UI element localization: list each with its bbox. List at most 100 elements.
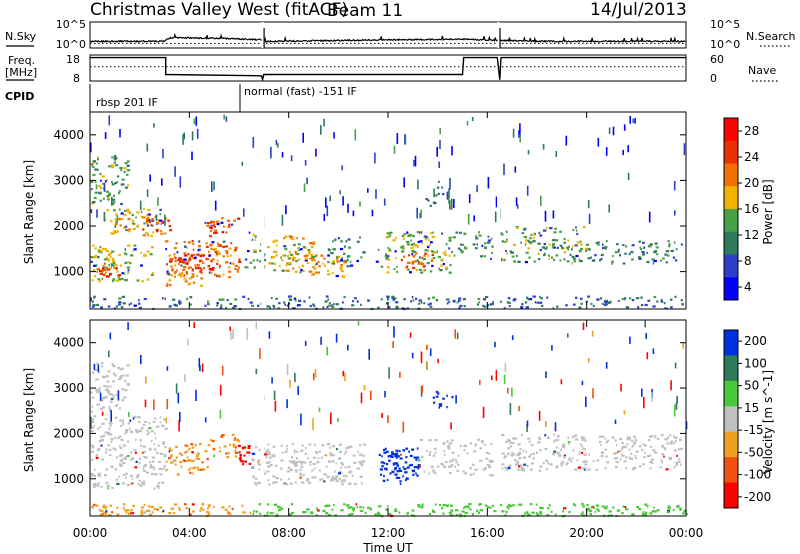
power-cell [356, 240, 360, 243]
power-cell [486, 303, 490, 307]
velocity-cell [335, 462, 337, 465]
velocity-cell [149, 461, 151, 464]
power-cell [167, 219, 171, 222]
power-cell [132, 249, 134, 252]
velocity-cell [126, 509, 130, 512]
power-cell [198, 240, 201, 243]
velocity-cell [224, 508, 228, 511]
power-cell [458, 297, 461, 300]
velocity-cell [146, 433, 149, 436]
velocity-cell [126, 484, 130, 487]
velocity-cell [128, 512, 132, 515]
velocity-sparse-cell [193, 322, 195, 329]
power-sparse-cell [325, 197, 327, 208]
power-cell [342, 259, 345, 263]
power-cell [501, 257, 503, 260]
velocity-cell [591, 506, 594, 509]
velocity-cell [377, 511, 380, 514]
power-cell [386, 271, 390, 274]
power-cell [538, 258, 541, 261]
velocity-cell [430, 465, 434, 468]
power-cell [611, 262, 613, 265]
power-sparse-cell [275, 139, 278, 145]
velocity-cell [186, 450, 189, 453]
power-cell [628, 253, 631, 256]
velocity-sparse-cell [526, 420, 529, 427]
velocity-cell [631, 446, 634, 449]
power-sparse-cell [252, 136, 255, 148]
power-cell [112, 259, 115, 262]
velocity-cell [573, 504, 577, 507]
power-cell [377, 248, 380, 251]
power-sparse-cell [396, 133, 399, 144]
velocity-cell [105, 385, 110, 388]
power-cell [388, 248, 391, 251]
power-cell [476, 303, 479, 306]
frequency-line [90, 56, 686, 82]
velocity-cell [378, 453, 381, 456]
power-cell [646, 260, 650, 264]
power-cell [554, 239, 559, 242]
power-cell [102, 265, 105, 268]
velocity-cell [123, 457, 127, 460]
velocity-cell [149, 466, 153, 469]
power-cell [501, 258, 503, 262]
velocity-cell [599, 440, 602, 443]
velocity-cell [503, 456, 506, 459]
velocity-cell [517, 468, 521, 471]
power-cell [98, 185, 101, 188]
power-cell [207, 303, 210, 306]
velocity-cell [411, 448, 415, 451]
power-sparse-cell [241, 161, 244, 166]
velocity-cell [323, 473, 327, 476]
power-cell [656, 253, 659, 256]
velocity-cell [153, 448, 157, 451]
velocity-sparse-cell [409, 332, 412, 338]
velocity-cell [105, 481, 109, 484]
power-cell [298, 299, 302, 302]
velocity-cell [119, 376, 123, 379]
noise-left-label: N.Sky [5, 30, 37, 43]
power-cell [523, 236, 528, 239]
velocity-cell [612, 506, 615, 509]
power-cell [146, 250, 150, 253]
velocity-cell [92, 446, 95, 449]
velocity-cell [567, 436, 570, 439]
velocity-cell [416, 465, 420, 469]
power-cell [93, 296, 96, 300]
velocity-cell [623, 460, 627, 463]
velocity-cell [290, 511, 294, 515]
velocity-cell [106, 380, 110, 383]
velocity-cell [112, 373, 116, 376]
power-cell [483, 255, 486, 258]
velocity-cell [563, 454, 566, 457]
power-cell [413, 244, 417, 247]
velocity-cell [660, 434, 664, 437]
velocity-cell [563, 456, 566, 459]
velocity-cell [158, 467, 162, 471]
power-cell [415, 244, 419, 247]
velocity-cell [105, 375, 109, 378]
velocity-cell [450, 439, 454, 442]
velocity-cell [333, 454, 335, 457]
velocity-cell [104, 396, 107, 399]
power-sparse-cell [436, 146, 438, 157]
velocity-cell [359, 509, 364, 512]
velocity-cell [529, 468, 533, 471]
velocity-cell [650, 445, 652, 448]
power-cell [187, 267, 190, 270]
velocity-cell [555, 513, 557, 516]
power-cell [264, 265, 266, 268]
power-cell [229, 262, 232, 265]
power-cell [536, 301, 540, 304]
power-cell [94, 191, 98, 194]
power-sparse-cell [453, 199, 455, 208]
power-cell [412, 242, 415, 246]
power-cell [108, 165, 112, 168]
velocity-cell [170, 507, 174, 510]
power-cell [434, 251, 438, 254]
power-cell [554, 227, 557, 230]
velocity-cell [358, 460, 362, 464]
power-cell [408, 254, 411, 257]
velocity-cell [165, 460, 168, 463]
